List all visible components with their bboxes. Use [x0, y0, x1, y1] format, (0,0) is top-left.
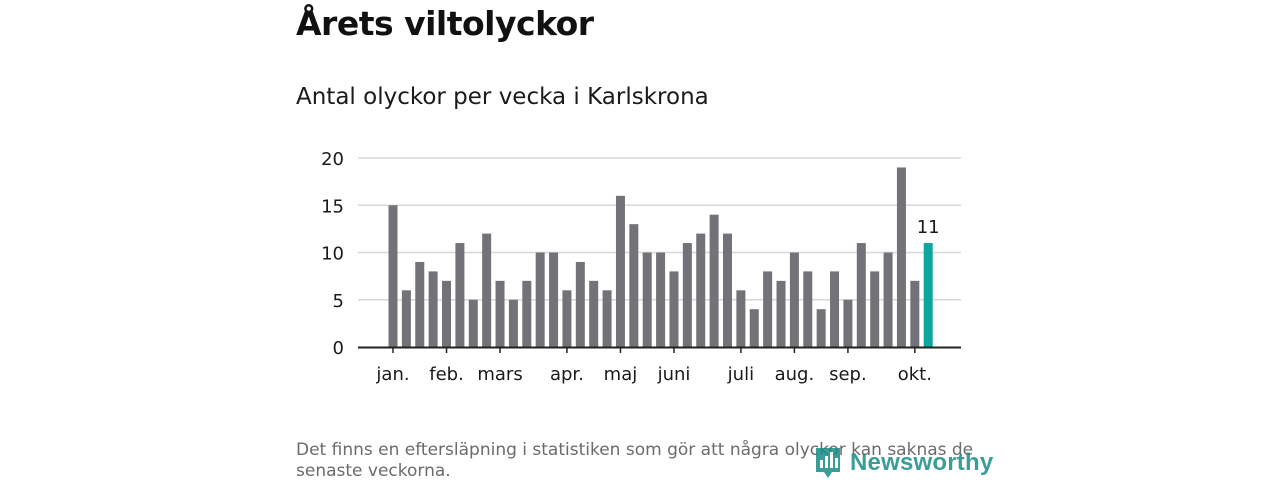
y-tick-label-15: 15: [321, 196, 344, 217]
y-tick-label-0: 0: [333, 338, 344, 359]
x-tick-label-okt: okt.: [898, 364, 932, 385]
bar-week-39: [896, 167, 906, 347]
y-tick-label-20: 20: [321, 149, 344, 170]
bar-week-30: [776, 280, 786, 347]
brand-name: Newsworthy: [850, 449, 994, 476]
bar-week-36: [856, 243, 866, 347]
bar-week-20: [642, 252, 652, 347]
bar-week-3: [415, 261, 425, 347]
bar-week-12: [535, 252, 545, 347]
bar-highlight-week-41: [923, 243, 933, 347]
bar-week-11: [522, 280, 532, 347]
x-tick-label-feb: feb.: [429, 364, 464, 385]
x-tick-label-sep: sep.: [829, 364, 867, 385]
bar-week-29: [763, 271, 773, 347]
bar-week-38: [883, 252, 893, 347]
bar-week-21: [656, 252, 666, 347]
x-tick-label-aug: aug.: [775, 364, 815, 385]
bar-week-35: [843, 299, 853, 347]
x-tick-label-juni: juni: [657, 364, 691, 385]
y-axis-ticks: 0 5 10 15 20: [321, 149, 344, 359]
bar-week-32: [803, 271, 813, 347]
footnote: Det finns en eftersläpning i statistiken…: [296, 440, 974, 481]
bar-week-40: [910, 280, 920, 347]
bar-week-37: [870, 271, 880, 347]
bar-week-14: [562, 290, 572, 347]
bar-week-7: [468, 299, 478, 347]
bar-week-15: [575, 261, 585, 347]
bar-week-26: [723, 233, 732, 347]
bar-week-9: [495, 280, 505, 347]
x-tick-label-maj: maj: [604, 364, 638, 385]
bar-week-28: [749, 309, 759, 347]
bar-week-2: [401, 290, 411, 347]
bar-week-13: [549, 252, 559, 347]
bar-week-6: [455, 243, 465, 347]
page-title: Årets viltolyckor: [296, 4, 594, 43]
bar-week-23: [682, 243, 692, 347]
bar-week-24: [696, 233, 706, 347]
x-axis-ticks: jan. feb. mars apr. maj juni juli aug. sep. okt.: [375, 347, 932, 385]
bar-week-19: [629, 224, 639, 347]
bar-week-1: [388, 205, 398, 347]
y-tick-label-10: 10: [321, 244, 344, 265]
bar-week-25: [709, 214, 719, 347]
y-tick-label-5: 5: [333, 291, 344, 312]
x-tick-label-mars: mars: [477, 364, 522, 385]
newsworthy-logo-icon: [816, 448, 840, 478]
data-labels: 11: [917, 217, 940, 238]
x-tick-label-jan: jan.: [375, 364, 409, 385]
x-tick-label-juli: juli: [727, 364, 754, 385]
chart-subtitle: Antal olyckor per vecka i Karlskrona: [296, 84, 709, 110]
bar-week-22: [669, 271, 679, 347]
bar-week-27: [736, 290, 746, 347]
bar-week-17: [602, 290, 612, 347]
bar-week-33: [816, 309, 826, 347]
bar-week-16: [589, 280, 599, 347]
x-tick-label-apr: apr.: [550, 364, 584, 385]
bar-week-5: [442, 280, 452, 347]
bar-week-31: [789, 252, 799, 347]
bar-week-18: [615, 195, 625, 347]
bar-week-4: [428, 271, 438, 347]
bar-week-8: [482, 233, 492, 347]
brand-logo: Newsworthy: [814, 446, 993, 480]
bar-week-34: [830, 271, 840, 347]
data-label-last-week: 11: [917, 217, 940, 238]
bar-week-10: [508, 299, 518, 347]
bars: [388, 167, 933, 347]
